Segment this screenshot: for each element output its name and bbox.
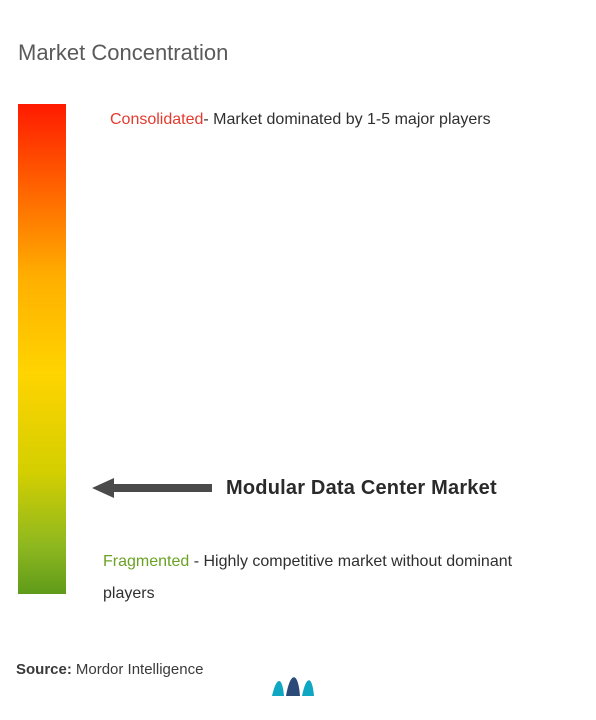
legend-fragmented: Fragmented - Highly competitive market w… xyxy=(103,546,568,610)
source-attribution: Source:Mordor Intelligence xyxy=(16,661,203,678)
page-title: Market Concentration xyxy=(18,40,578,66)
mordor-logo-icon xyxy=(270,668,326,698)
figure-root: Market Concentration Consolidated- Marke… xyxy=(0,0,596,720)
legend-consolidated-label: Consolidated xyxy=(110,111,203,128)
concentration-gradient-bar xyxy=(18,104,66,594)
arrow-left-icon xyxy=(92,476,212,500)
source-value: Mordor Intelligence xyxy=(76,661,204,678)
gradient-svg xyxy=(18,104,66,594)
chart-area: Consolidated- Market dominated by 1-5 ma… xyxy=(18,104,578,604)
market-label: Modular Data Center Market xyxy=(226,477,497,500)
legend-fragmented-label: Fragmented xyxy=(103,553,189,570)
source-label: Source: xyxy=(16,661,72,678)
legend-consolidated-suffix: - Market dominated by 1-5 major players xyxy=(203,111,490,128)
market-marker: Modular Data Center Market xyxy=(92,476,497,500)
legend-consolidated: Consolidated- Market dominated by 1-5 ma… xyxy=(110,108,568,132)
